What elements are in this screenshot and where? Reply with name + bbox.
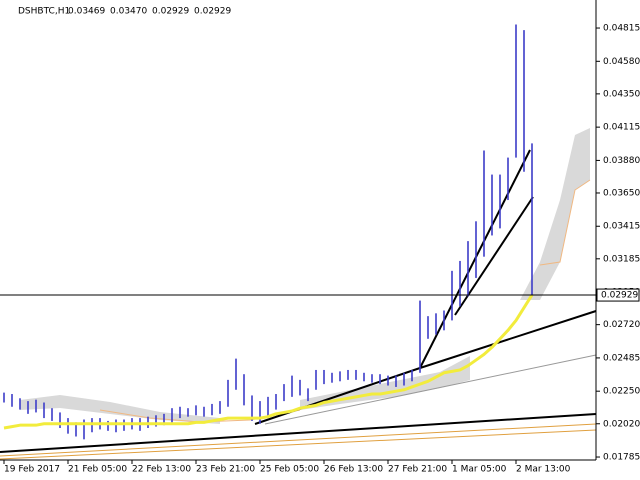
y-tick-label: 0.02485 <box>603 353 640 363</box>
y-tick-label: 0.04580 <box>603 57 640 67</box>
y-tick-label: 0.03650 <box>603 188 640 198</box>
y-tick-label: 0.03185 <box>603 254 640 264</box>
trendlines <box>0 149 597 460</box>
x-tick-label: 2 Mar 13:00 <box>516 465 571 475</box>
y-tick-label: 0.02020 <box>603 419 640 429</box>
trendline <box>264 354 597 425</box>
trendline <box>254 367 421 425</box>
y-tick-label: 0.03415 <box>603 222 640 232</box>
header-value: 0.03470 <box>110 7 147 17</box>
ichimoku-cloud <box>20 128 590 424</box>
x-tick-label: 21 Feb 05:00 <box>68 465 127 475</box>
cloud <box>520 128 590 300</box>
y-tick-label: 0.04350 <box>603 89 640 99</box>
y-tick-label: 0.04815 <box>603 24 640 34</box>
chart-title: DSHBTC,H1 <box>18 7 70 17</box>
header-value: 0.03469 <box>68 7 105 17</box>
y-tick-label: 0.03880 <box>603 156 640 166</box>
x-tick-label: 26 Feb 13:00 <box>324 465 383 475</box>
cloud <box>20 395 220 424</box>
cloud-edge <box>539 179 591 266</box>
trendline <box>419 149 531 369</box>
header-value: 0.02929 <box>194 7 231 17</box>
current-price-label: 0.02929 <box>601 291 638 301</box>
y-tick-label: 0.04115 <box>603 123 640 133</box>
header-value: 0.02929 <box>152 7 189 17</box>
fib-line <box>0 429 597 460</box>
x-tick-label: 27 Feb 21:00 <box>388 465 447 475</box>
cloud <box>300 356 470 410</box>
x-tick-label: 1 Mar 05:00 <box>452 465 507 475</box>
moving-average <box>3 294 534 430</box>
y-tick-label: 0.02250 <box>603 387 640 397</box>
x-tick-label: 23 Feb 21:00 <box>196 465 255 475</box>
current-price-box <box>596 288 640 302</box>
fib-line <box>0 423 597 457</box>
x-tick-label: 25 Feb 05:00 <box>260 465 319 475</box>
trendline <box>0 413 597 453</box>
trendline <box>419 310 597 369</box>
x-tick-label: 19 Feb 2017 <box>4 465 60 475</box>
y-tick-label: 0.02720 <box>603 320 640 330</box>
y-tick-label: 0.01785 <box>603 453 640 463</box>
x-tick-label: 22 Feb 13:00 <box>132 465 191 475</box>
